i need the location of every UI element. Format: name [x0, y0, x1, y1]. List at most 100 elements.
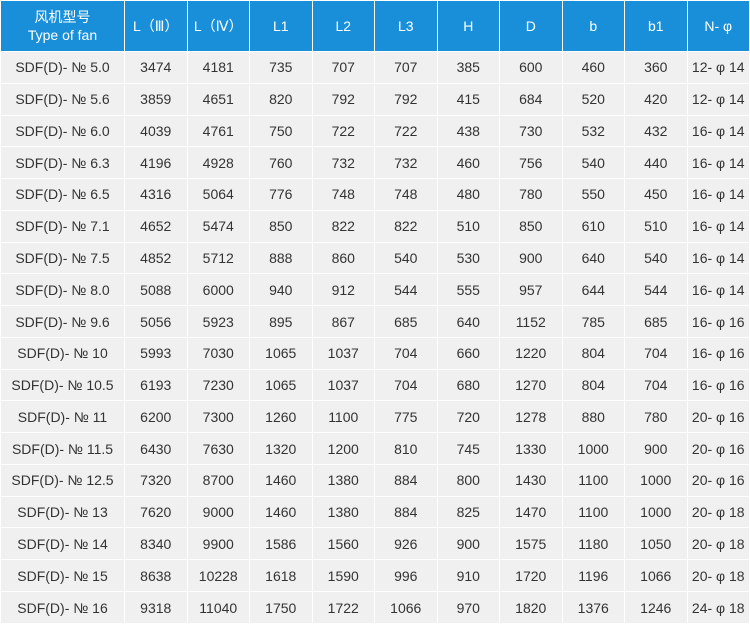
value-cell: 1000 [624, 463, 688, 497]
table-row: SDF(D)- № 12.5 7320 8700 1460 1380 884 800 1430… [0, 463, 750, 497]
model-cell: SDF(D)- № 13 [0, 495, 125, 529]
value-cell: 540 [561, 146, 625, 180]
value-cell: 544 [624, 273, 688, 307]
value-cell: 16- φ 14 [686, 241, 750, 275]
value-cell: 8700 [186, 463, 250, 497]
model-cell: SDF(D)- № 15 [0, 559, 125, 593]
table-row: SDF(D)- № 6.0 4039 4761 750 722 722 438 730 532 4… [0, 114, 750, 148]
value-cell: 684 [499, 82, 563, 116]
value-cell: 4316 [124, 178, 188, 211]
value-cell: 540 [624, 241, 688, 275]
value-cell: 704 [374, 368, 438, 402]
value-cell: 804 [561, 336, 625, 370]
value-cell: 707 [311, 51, 375, 84]
value-cell: 780 [624, 400, 688, 434]
value-cell: 12- φ 14 [686, 51, 750, 84]
value-cell: 704 [374, 336, 438, 370]
header-line: Type of fan [27, 27, 98, 43]
value-cell: 510 [436, 209, 500, 243]
table-row: SDF(D)- № 5.6 3859 4651 820 792 792 415 684 520 4… [0, 82, 750, 116]
value-cell: 1037 [311, 368, 375, 402]
value-cell: 1278 [499, 400, 563, 434]
value-cell: 822 [374, 209, 438, 243]
value-cell: 6193 [124, 368, 188, 402]
value-cell: 732 [374, 146, 438, 180]
value-cell: 16- φ 14 [686, 114, 750, 148]
value-cell: 1270 [499, 368, 563, 402]
value-cell: 900 [624, 432, 688, 465]
value-cell: 895 [249, 305, 313, 338]
table-row: SDF(D)- № 13 7620 9000 1460 1380 884 825 1470 11… [0, 495, 750, 529]
value-cell: 5474 [186, 209, 250, 243]
value-cell: 1037 [311, 336, 375, 370]
value-cell: 912 [311, 273, 375, 307]
model-cell: SDF(D)- № 11.5 [0, 432, 125, 465]
value-cell: 1065 [249, 368, 313, 402]
value-cell: 7630 [186, 432, 250, 465]
value-cell: 1380 [311, 495, 375, 529]
value-cell: 1152 [499, 305, 563, 338]
value-cell: 748 [374, 178, 438, 211]
table-row: SDF(D)- № 10 5993 7030 1065 1037 704 660 1220 80… [0, 336, 750, 370]
value-cell: 8638 [124, 559, 188, 593]
value-cell: 640 [436, 305, 500, 338]
value-cell: 1722 [311, 591, 375, 624]
value-cell: 850 [249, 209, 313, 243]
value-cell: 11040 [186, 591, 250, 624]
table-row: SDF(D)- № 9.6 5056 5923 895 867 685 640 1152 785… [0, 305, 750, 338]
value-cell: 640 [561, 241, 625, 275]
value-cell: 5088 [124, 273, 188, 307]
value-cell: 16- φ 14 [686, 146, 750, 180]
value-cell: 884 [374, 495, 438, 529]
value-cell: 540 [374, 241, 438, 275]
value-cell: 8340 [124, 527, 188, 561]
value-cell: 3474 [124, 51, 188, 84]
value-cell: 735 [249, 51, 313, 84]
table-row: SDF(D)- № 16 9318 11040 1750 1722 1066 970 1820… [0, 591, 750, 624]
header-cell: 风机型号 Type of fan [0, 0, 125, 52]
value-cell: 438 [436, 114, 500, 148]
value-cell: 510 [624, 209, 688, 243]
table-row: SDF(D)- № 6.3 4196 4928 760 732 732 460 756 540 4… [0, 146, 750, 180]
value-cell: 1100 [561, 495, 625, 529]
model-cell: SDF(D)- № 7.5 [0, 241, 125, 275]
value-cell: 1200 [311, 432, 375, 465]
model-cell: SDF(D)- № 14 [0, 527, 125, 561]
value-cell: 7300 [186, 400, 250, 434]
value-cell: 9000 [186, 495, 250, 529]
value-cell: 7230 [186, 368, 250, 402]
value-cell: 745 [436, 432, 500, 465]
model-cell: SDF(D)- № 6.0 [0, 114, 125, 148]
model-cell: SDF(D)- № 9.6 [0, 305, 125, 338]
value-cell: 544 [374, 273, 438, 307]
value-cell: 1050 [624, 527, 688, 561]
value-cell: 1260 [249, 400, 313, 434]
value-cell: 420 [624, 82, 688, 116]
header-cell: D [499, 0, 563, 52]
value-cell: 722 [311, 114, 375, 148]
value-cell: 660 [436, 336, 500, 370]
value-cell: 1586 [249, 527, 313, 561]
value-cell: 1720 [499, 559, 563, 593]
value-cell: 720 [436, 400, 500, 434]
model-cell: SDF(D)- № 6.3 [0, 146, 125, 180]
model-cell: SDF(D)- № 6.5 [0, 178, 125, 211]
header-cell: b1 [624, 0, 688, 52]
header-cell: L（Ⅳ） [186, 0, 250, 52]
value-cell: 730 [499, 114, 563, 148]
value-cell: 760 [249, 146, 313, 180]
header-cell: L3 [374, 0, 438, 52]
value-cell: 1618 [249, 559, 313, 593]
model-cell: SDF(D)- № 5.0 [0, 51, 125, 84]
value-cell: 707 [374, 51, 438, 84]
table-row: SDF(D)- № 6.5 4316 5064 776 748 748 480 780 550 4… [0, 178, 750, 211]
value-cell: 1100 [561, 463, 625, 497]
value-cell: 4761 [186, 114, 250, 148]
value-cell: 750 [249, 114, 313, 148]
value-cell: 415 [436, 82, 500, 116]
value-cell: 600 [499, 51, 563, 84]
value-cell: 792 [311, 82, 375, 116]
value-cell: 970 [436, 591, 500, 624]
